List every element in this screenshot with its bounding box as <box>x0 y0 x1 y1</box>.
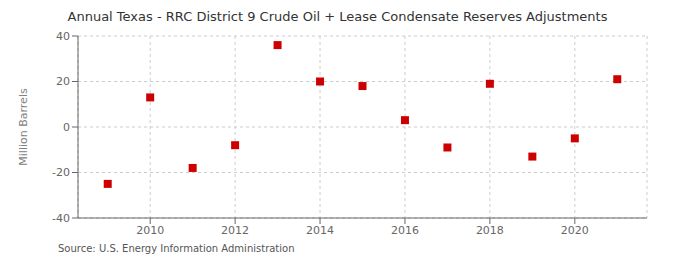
svg-text:2010: 2010 <box>136 224 164 237</box>
svg-text:40: 40 <box>56 30 70 43</box>
svg-text:-20: -20 <box>52 166 70 179</box>
svg-text:2014: 2014 <box>306 224 334 237</box>
html-text:Annual Texas - RRC District 9: Annual Texas - RRC District 9 Crude Oil … <box>67 9 608 24</box>
svg-text:2012: 2012 <box>221 224 249 237</box>
svg-text:0: 0 <box>63 121 70 134</box>
html-text:Source: U.S. Energy Informatio: Source: U.S. Energy Information Administ… <box>58 243 295 254</box>
svg-text:-40: -40 <box>52 212 70 225</box>
svg-text:2020: 2020 <box>561 224 589 237</box>
svg-text:2018: 2018 <box>476 224 504 237</box>
svg-text:2016: 2016 <box>391 224 419 237</box>
svg-text:20: 20 <box>56 75 70 88</box>
svg-text:Million Barrels: Million Barrels <box>17 88 30 166</box>
